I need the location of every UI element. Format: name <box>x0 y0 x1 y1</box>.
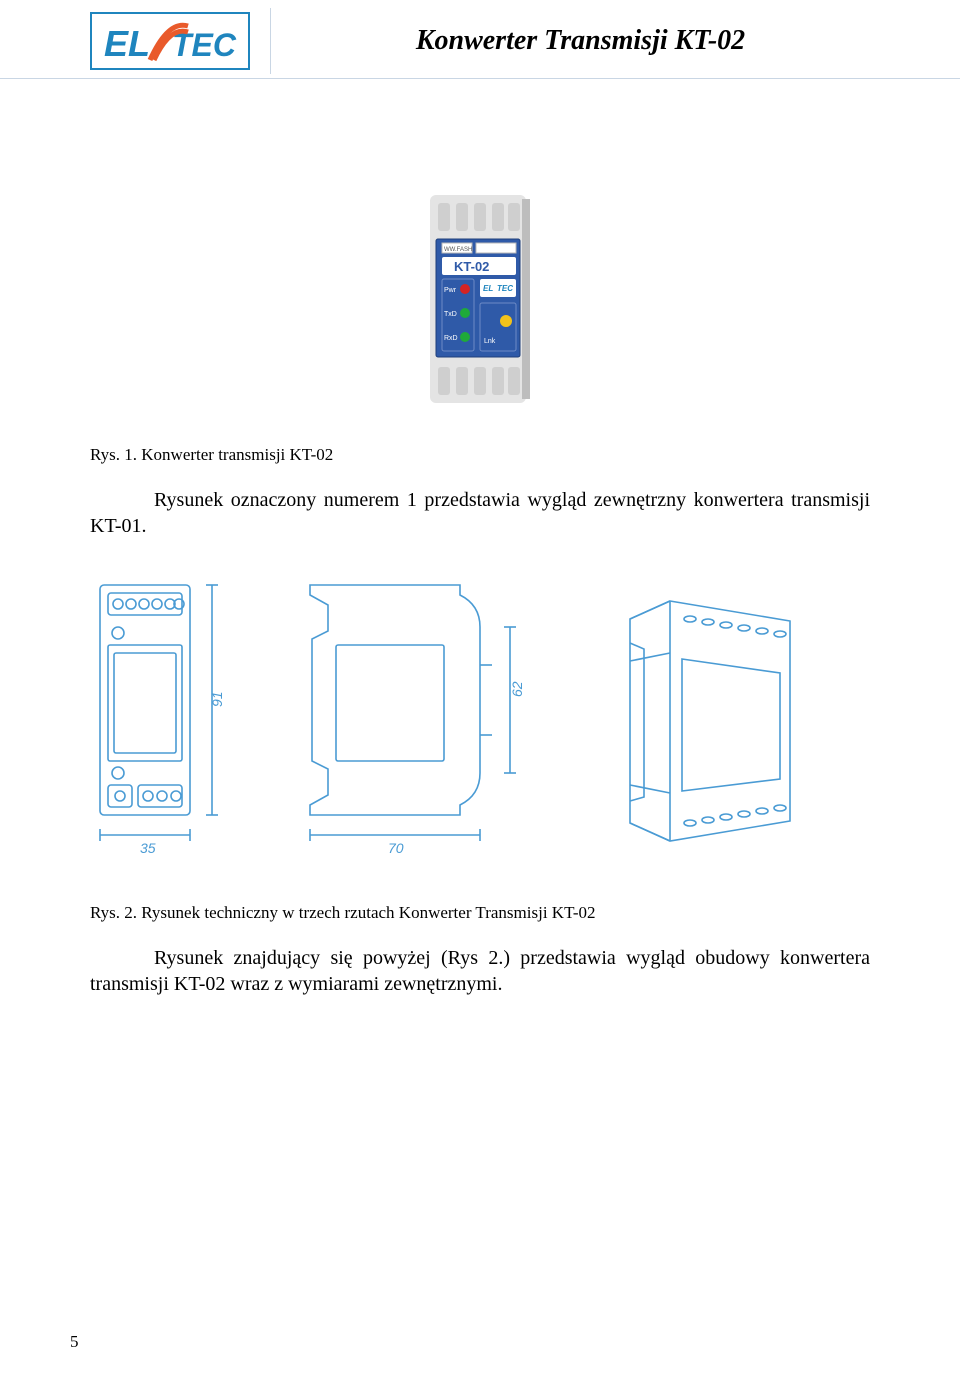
page-number: 5 <box>70 1332 79 1352</box>
svg-text:62: 62 <box>509 681 525 697</box>
paragraph-2: Rysunek znajdujący się powyżej (Rys 2.) … <box>90 945 870 997</box>
svg-text:70: 70 <box>388 840 404 856</box>
svg-text:91: 91 <box>209 691 225 707</box>
eltec-logo-icon: EL TEC <box>90 12 250 70</box>
svg-text:WW.FASH.: WW.FASH. <box>444 247 474 253</box>
svg-text:TxD: TxD <box>444 311 457 318</box>
paragraph-2-text: Rysunek znajdujący się powyżej (Rys 2.) … <box>90 947 870 995</box>
svg-text:Lnk: Lnk <box>484 338 496 345</box>
svg-text:RxD: RxD <box>444 335 458 342</box>
logo: EL TEC <box>70 8 271 74</box>
svg-text:35: 35 <box>140 840 156 856</box>
svg-text:EL: EL <box>483 284 493 293</box>
paragraph-1: Rysunek oznaczony numerem 1 przedstawia … <box>90 487 870 539</box>
device-figure: WW.FASH. KT-02 EL TEC Pwr TxD RxD <box>0 189 960 409</box>
technical-drawing-icon: 35 91 70 62 <box>70 575 890 875</box>
device-icon: WW.FASH. KT-02 EL TEC Pwr TxD RxD <box>410 189 550 409</box>
svg-text:Pwr: Pwr <box>444 287 457 294</box>
figure2-caption: Rys. 2. Rysunek techniczny w trzech rzut… <box>90 903 870 923</box>
svg-text:EL: EL <box>104 23 150 64</box>
page: EL TEC Konwerter Transmisji KT-02 <box>0 0 960 1376</box>
header: EL TEC Konwerter Transmisji KT-02 <box>0 0 960 79</box>
page-title: Konwerter Transmisji KT-02 <box>271 25 890 57</box>
technical-drawing: 35 91 70 62 <box>70 575 890 875</box>
figure1-caption: Rys. 1. Konwerter transmisji KT-02 <box>90 445 870 465</box>
svg-text:KT-02: KT-02 <box>454 259 489 274</box>
svg-text:TEC: TEC <box>497 284 513 293</box>
paragraph-1-text: Rysunek oznaczony numerem 1 przedstawia … <box>90 489 870 537</box>
